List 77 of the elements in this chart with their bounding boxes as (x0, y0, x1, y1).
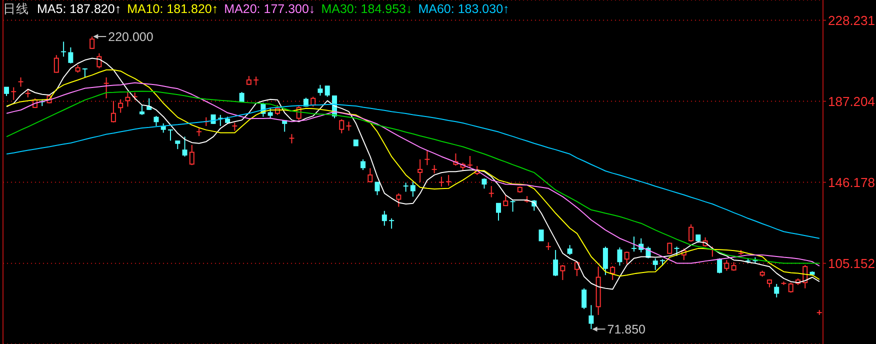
candlestick (382, 210, 387, 226)
candlestick (588, 304, 594, 330)
candlestick (110, 100, 116, 123)
y-tick-label: 228.231 (828, 12, 875, 28)
candlestick (652, 258, 658, 270)
candlestick (574, 261, 580, 277)
candlestick (396, 192, 402, 208)
candlestick (318, 84, 323, 96)
text: MA10: 181.820↑ (127, 2, 218, 16)
candlestick (189, 144, 194, 166)
candlestick (61, 41, 66, 58)
text: MA30: 184.953↓ (321, 2, 412, 16)
candlestick (496, 202, 501, 222)
candlestick (90, 36, 95, 50)
candlestick (503, 194, 508, 206)
candlestick (182, 136, 188, 158)
candlestick (774, 283, 780, 298)
candlestick (553, 250, 558, 277)
candlestick (82, 68, 88, 78)
candlestick (617, 246, 622, 266)
candlestick (11, 86, 16, 100)
candlestick (724, 260, 730, 272)
candlestick (125, 91, 130, 108)
candlestick (432, 164, 437, 174)
y-tick-label: 146.178 (828, 174, 875, 190)
candlestick (674, 246, 680, 256)
candlestick (418, 158, 423, 183)
candlestick (624, 251, 630, 265)
candlestick (54, 54, 59, 74)
candlestick (139, 104, 144, 116)
candlestick (118, 98, 124, 114)
candlestick (610, 266, 616, 281)
candlestick (446, 174, 452, 186)
annotation: 71.850 (607, 322, 646, 336)
candlestick (96, 52, 102, 69)
candlestick (488, 186, 494, 198)
candlestick (631, 236, 636, 252)
candlestick (289, 134, 294, 144)
candlestick (667, 242, 672, 254)
candlestick (254, 76, 259, 86)
candlestick (602, 246, 608, 276)
candlestick (360, 158, 366, 171)
candlestick (324, 86, 330, 98)
candlestick (410, 181, 416, 198)
text: MA20: 177.300↓ (224, 2, 316, 16)
candlestick (368, 168, 373, 183)
candlestick (339, 118, 344, 134)
candlestick (154, 115, 159, 126)
candlestick (688, 224, 694, 242)
candlestick (467, 156, 472, 169)
candlestick (538, 230, 544, 242)
candlestick (18, 76, 24, 88)
candlestick (717, 258, 722, 274)
chart-title: 日线 (3, 1, 29, 18)
candlestick (403, 182, 408, 192)
candlestick (788, 282, 794, 294)
y-tick-label: 187.204 (828, 94, 875, 109)
candlestick (168, 128, 173, 142)
candlestick (510, 200, 516, 212)
candlestick (424, 150, 430, 166)
candlestick (160, 122, 166, 134)
text: MA60: 183.030↑ (418, 2, 510, 16)
candlestick (482, 178, 487, 190)
candlestick (389, 218, 394, 230)
candlestick (567, 244, 572, 256)
annotation: 220.000 (108, 30, 154, 44)
text: MA5: 187.820↑ (37, 2, 122, 16)
candlestick (374, 182, 380, 196)
candlestick (146, 98, 152, 110)
candlestick (104, 76, 109, 99)
candlestick (560, 264, 566, 281)
candlestick (438, 176, 444, 188)
candlestick (68, 46, 74, 64)
candlestick (268, 108, 273, 119)
candlestick (582, 288, 587, 310)
y-tick-label: 105.152 (828, 256, 875, 271)
candlestick (346, 121, 352, 132)
